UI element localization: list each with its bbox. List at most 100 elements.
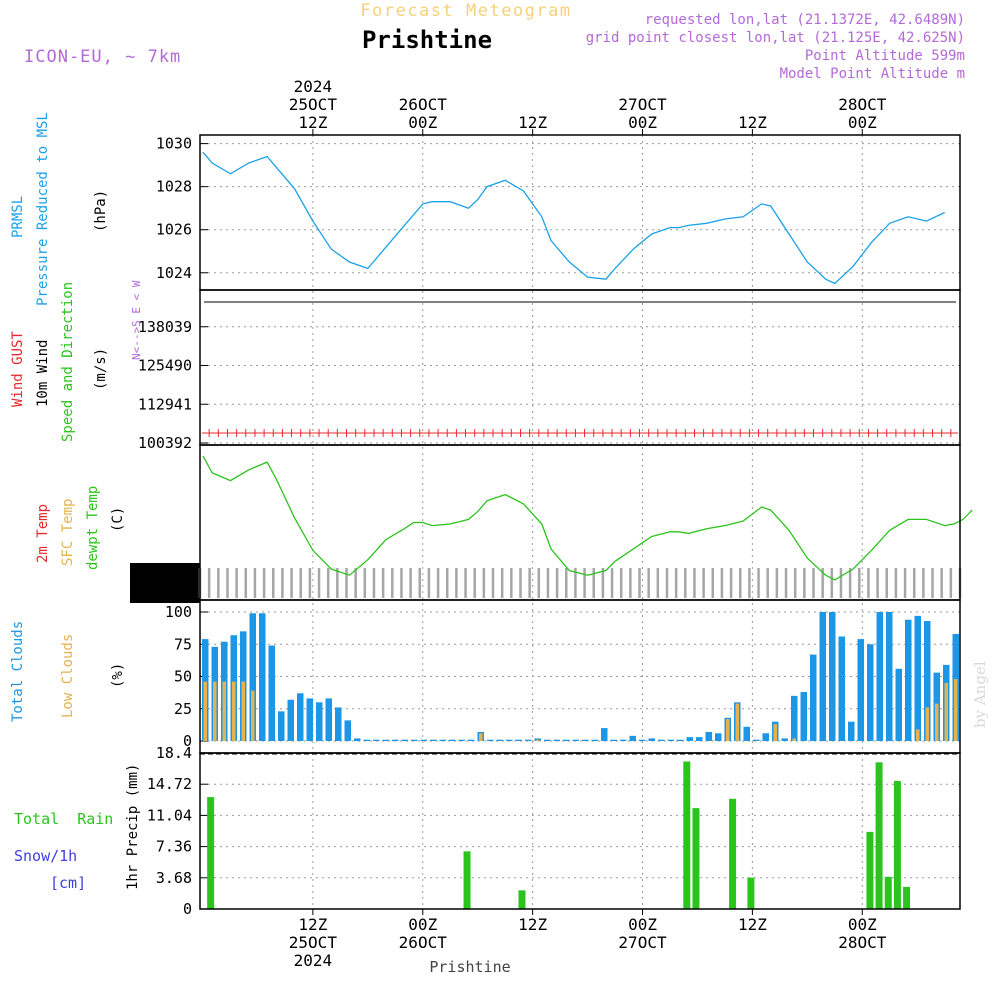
- time-label-top: 27OCT: [618, 95, 667, 114]
- temp2m-label: 2m Temp: [35, 504, 51, 563]
- total-cloud-bar: [449, 739, 456, 741]
- precip-y-ticks: 0 3.68 7.36 11.04 14.72 18.4: [147, 744, 960, 918]
- time-label-top: 25OCT: [289, 95, 338, 114]
- temp-gray-bars: [198, 568, 962, 598]
- wind-direction-label: Speed and Direction: [60, 282, 76, 442]
- temperature-panel: 2m Temp SFC Temp dewpt Temp (C): [35, 455, 973, 603]
- total-cloud-bar: [534, 738, 541, 741]
- wind-y-ticks: 100392 112941 125490 138039: [138, 318, 960, 452]
- precip-tick-label: 18.4: [156, 744, 192, 762]
- total-cloud-bar: [268, 645, 275, 741]
- clouds-tick-label: 100: [165, 603, 192, 621]
- total-cloud-bar: [762, 733, 769, 741]
- low-cloud-bar: [954, 679, 958, 741]
- total-cloud-bar: [867, 644, 874, 741]
- time-label-bottom: 00Z: [408, 915, 437, 934]
- total-cloud-bar: [705, 731, 712, 741]
- total-cloud-bar: [382, 739, 389, 741]
- temperature-frame: [199, 444, 961, 601]
- total-cloud-bar: [515, 739, 522, 741]
- dewpoint-label: dewpt Temp: [85, 486, 101, 570]
- total-cloud-bar: [496, 739, 503, 741]
- clouds-tick-label: 75: [174, 635, 192, 653]
- total-cloud-bar: [572, 739, 579, 741]
- precip-bar: [875, 762, 883, 909]
- precip-tick-label: 7.36: [156, 838, 192, 856]
- low-cloud-bar: [241, 681, 245, 741]
- time-label-bottom: 12Z: [738, 915, 767, 934]
- total-cloud-bar: [468, 739, 475, 741]
- low-cloud-bar: [792, 738, 796, 741]
- time-label-bottom: 00Z: [628, 915, 657, 934]
- total-cloud-bar: [591, 739, 598, 741]
- total-cloud-bar: [648, 738, 655, 741]
- model-name: ICON-EU, ~ 7km: [24, 47, 181, 67]
- low-cloud-bar: [222, 681, 226, 741]
- closest-coords: grid point closest lon,lat (21.125E, 42.…: [586, 30, 965, 46]
- cloud-bars: [202, 612, 959, 741]
- wind-panel: Wind GUST 10m Wind Speed and Direction (…: [10, 280, 961, 452]
- total-cloud-bar: [914, 615, 921, 741]
- pressure-sublabel: Pressure Reduced to MSL: [35, 112, 51, 306]
- point-altitude: Point Altitude 599m: [805, 48, 965, 64]
- footer-location: Prishtine: [429, 958, 510, 976]
- total-cloud-bar: [781, 738, 788, 741]
- precip-tick-label: 14.72: [147, 775, 192, 793]
- total-cloud-bar: [819, 612, 826, 741]
- snow-label: Snow/1h: [14, 847, 77, 865]
- precip-bar: [747, 877, 755, 909]
- sfc-temp-label: SFC Temp: [60, 499, 76, 566]
- low-cloud-bar: [203, 681, 207, 741]
- total-cloud-bar: [344, 720, 351, 741]
- low-cloud-bar: [773, 724, 777, 741]
- total-cloud-bar: [696, 737, 703, 741]
- wind-tick-label: 100392: [138, 434, 192, 452]
- clouds-unit: (%): [110, 663, 126, 688]
- pressure-label: PRMSL: [10, 196, 26, 238]
- total-cloud-bar: [667, 739, 674, 741]
- low-clouds-label: Low Clouds: [60, 634, 76, 718]
- snow-unit: [cm]: [50, 874, 86, 892]
- pressure-unit: (hPa): [93, 190, 109, 232]
- time-label-bottom: 00Z: [848, 915, 877, 934]
- total-cloud-bar: [686, 737, 693, 741]
- precip-bar: [518, 890, 526, 909]
- total-cloud-bar: [411, 739, 418, 741]
- pressure-tick-label: 1030: [156, 135, 192, 153]
- total-cloud-bar: [829, 612, 836, 741]
- total-cloud-bar: [297, 693, 304, 741]
- total-cloud-bar: [316, 702, 323, 741]
- pressure-tick-label: 1026: [156, 221, 192, 239]
- total-cloud-bar: [439, 739, 446, 741]
- precip-bar: [893, 780, 901, 909]
- pressure-panel: PRMSL Pressure Reduced to MSL (hPa) 1024…: [10, 112, 960, 306]
- total-cloud-bar: [639, 739, 646, 741]
- location-title: Prishtine: [362, 26, 492, 54]
- total-cloud-bar: [848, 721, 855, 741]
- precip-bars: [207, 761, 911, 909]
- pressure-frame: [199, 134, 961, 291]
- total-cloud-bar: [876, 612, 883, 741]
- total-cloud-bar: [335, 707, 342, 741]
- total-cloud-bar: [563, 739, 570, 741]
- total-cloud-bar: [420, 739, 427, 741]
- low-cloud-bar: [925, 707, 929, 741]
- pressure-line: [202, 151, 945, 285]
- total-cloud-bar: [658, 739, 665, 741]
- wind-tick-label: 125490: [138, 357, 192, 375]
- precip-bar: [683, 761, 691, 909]
- total-cloud-bar: [905, 619, 912, 741]
- product-title: Forecast Meteogram: [360, 1, 571, 21]
- total-cloud-bar: [715, 733, 722, 741]
- total-cloud-bar: [553, 739, 560, 741]
- time-label-bottom: 2024: [294, 951, 333, 970]
- total-cloud-bar: [278, 711, 285, 741]
- time-label-bottom: 28OCT: [838, 933, 887, 952]
- total-cloud-bar: [392, 739, 399, 741]
- credit-watermark: by Angel: [971, 661, 989, 728]
- temp-unit: (C): [110, 507, 126, 532]
- total-cloud-bar: [629, 735, 636, 741]
- wind-frame: [199, 289, 961, 446]
- precip-bar: [463, 851, 471, 909]
